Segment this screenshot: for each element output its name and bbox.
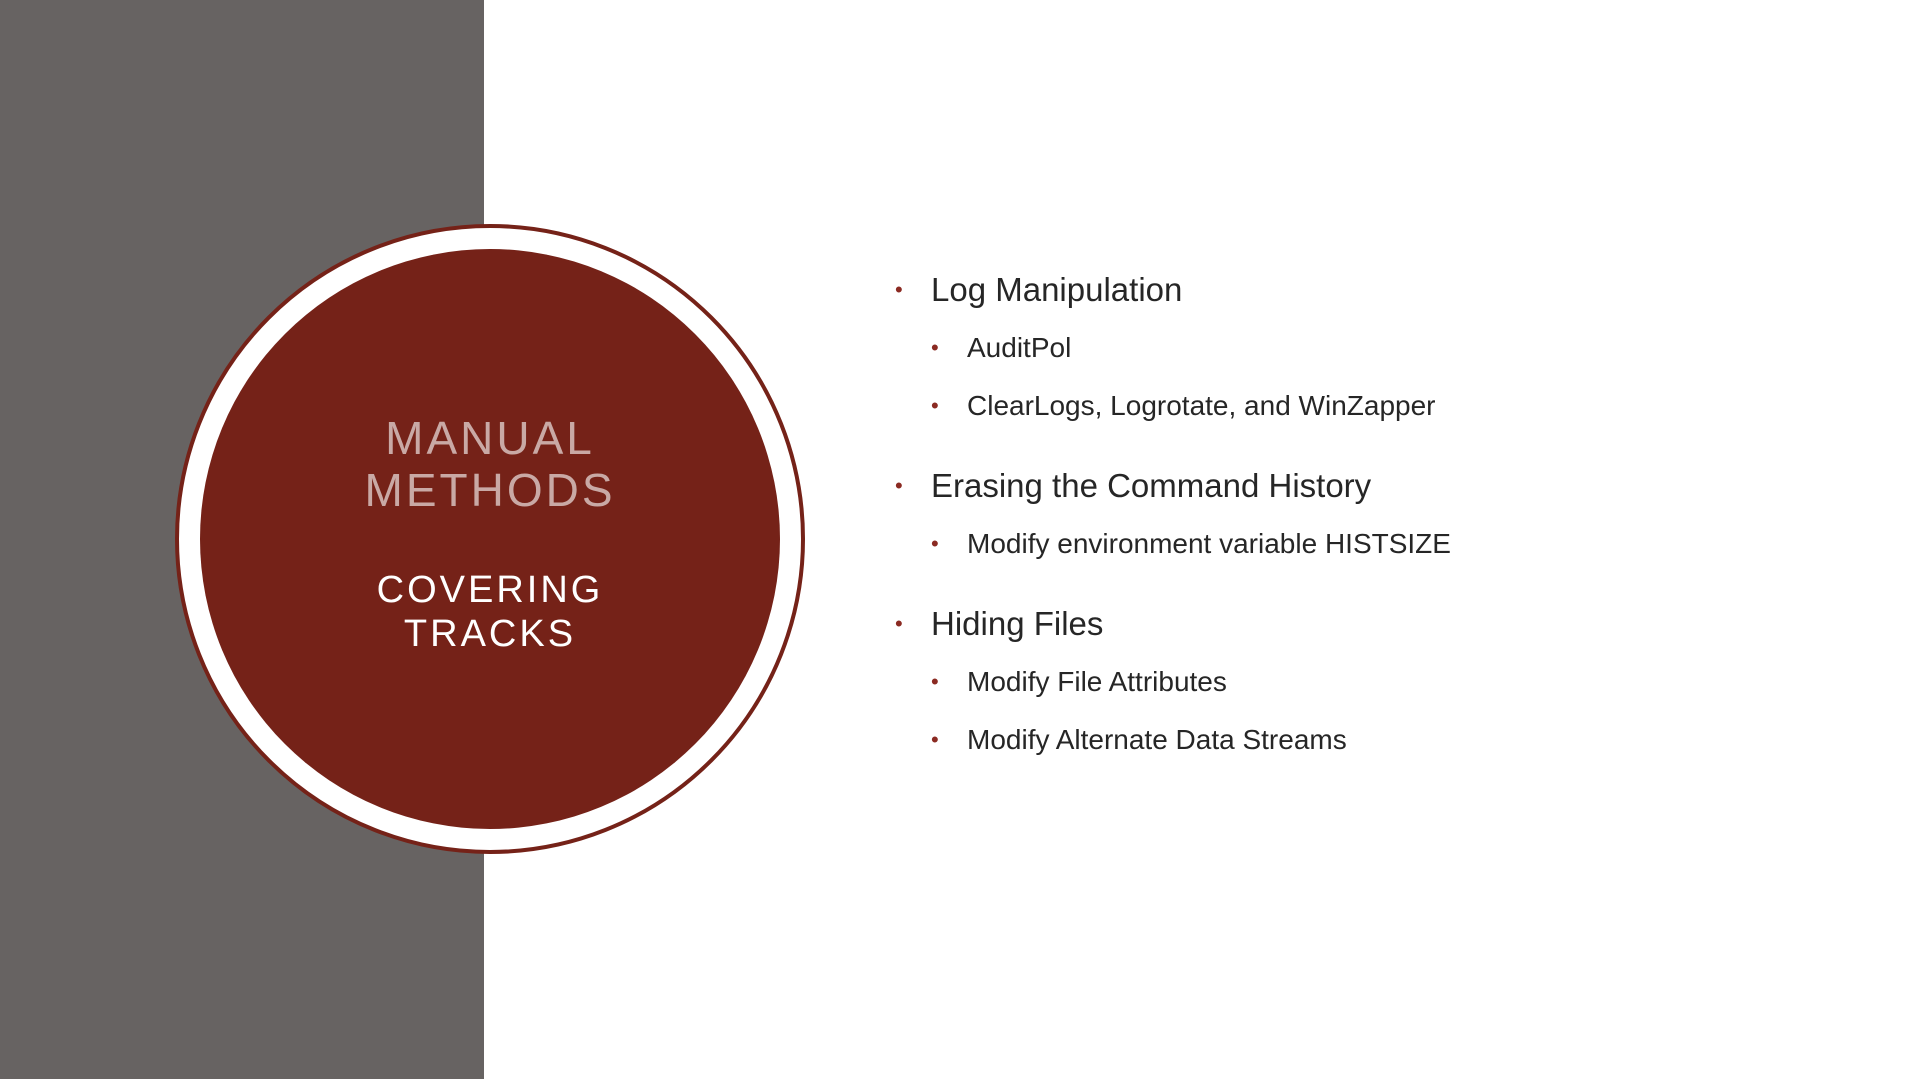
bullet-text: Modify Alternate Data Streams bbox=[967, 724, 1347, 755]
bullet-level-1: • Log Manipulation bbox=[895, 268, 1855, 312]
circle-inner bbox=[200, 249, 780, 829]
bullet-level-1: • Erasing the Command History bbox=[895, 464, 1855, 508]
slide-subtitle: COVERING TRACKS bbox=[377, 568, 604, 656]
bullet-section-log-manipulation: • Log Manipulation • AuditPol • ClearLog… bbox=[895, 268, 1855, 426]
bullet-text: ClearLogs, Logrotate, and WinZapper bbox=[967, 390, 1436, 421]
bullet-dot-icon: • bbox=[931, 669, 939, 694]
bullet-level-2: • ClearLogs, Logrotate, and WinZapper bbox=[895, 386, 1855, 426]
bullet-level-2: • Modify Alternate Data Streams bbox=[895, 720, 1855, 760]
slide-title-line-1: MANUAL bbox=[385, 412, 595, 464]
bullet-text: AuditPol bbox=[967, 332, 1072, 363]
bullet-list: • Log Manipulation • AuditPol • ClearLog… bbox=[895, 268, 1855, 798]
bullet-text: Log Manipulation bbox=[931, 271, 1183, 308]
bullet-text: Modify environment variable HISTSIZE bbox=[967, 528, 1451, 559]
circle-title-block: MANUAL METHODS COVERING TRACKS bbox=[200, 249, 780, 829]
slide-title: MANUAL METHODS bbox=[365, 412, 616, 516]
bullet-level-2: • Modify environment variable HISTSIZE bbox=[895, 524, 1855, 564]
bullet-dot-icon: • bbox=[931, 531, 939, 556]
slide-subtitle-line-2: TRACKS bbox=[403, 613, 577, 655]
bullet-level-2: • AuditPol bbox=[895, 328, 1855, 368]
bullet-dot-icon: • bbox=[931, 335, 939, 360]
bullet-dot-icon: • bbox=[895, 277, 903, 302]
bullet-dot-icon: • bbox=[931, 727, 939, 752]
bullet-dot-icon: • bbox=[895, 473, 903, 498]
bullet-dot-icon: • bbox=[895, 611, 903, 636]
bullet-level-2: • Modify File Attributes bbox=[895, 662, 1855, 702]
slide-title-line-2: METHODS bbox=[364, 464, 616, 516]
bullet-section-command-history: • Erasing the Command History • Modify e… bbox=[895, 464, 1855, 564]
bullet-text: Hiding Files bbox=[931, 605, 1104, 642]
bullet-text: Modify File Attributes bbox=[967, 666, 1227, 697]
slide-subtitle-line-1: COVERING bbox=[376, 569, 604, 611]
bullet-dot-icon: • bbox=[931, 393, 939, 418]
bullet-section-hiding-files: • Hiding Files • Modify File Attributes … bbox=[895, 602, 1855, 760]
bullet-level-1: • Hiding Files bbox=[895, 602, 1855, 646]
bullet-text: Erasing the Command History bbox=[931, 467, 1372, 504]
